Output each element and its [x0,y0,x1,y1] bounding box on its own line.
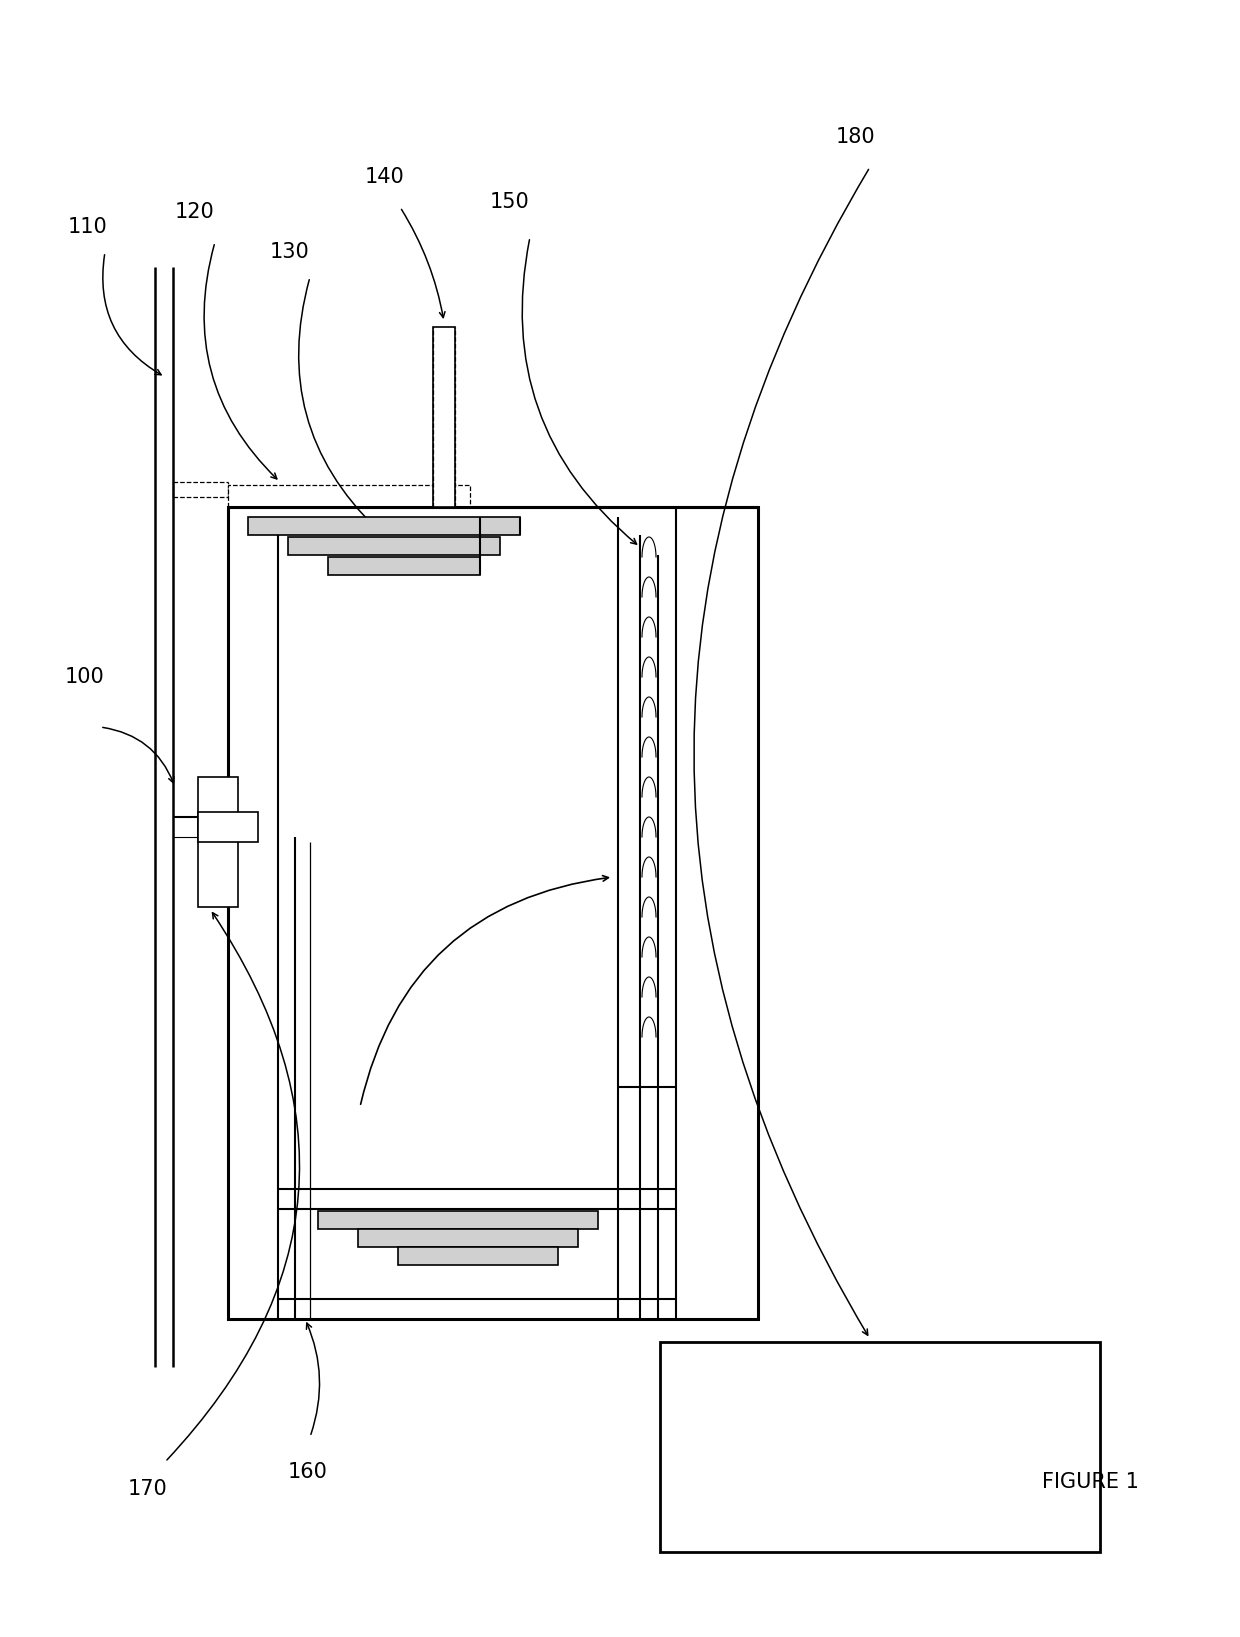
Bar [433,327,455,507]
Bar [317,1211,598,1229]
Bar [248,517,520,535]
Bar [228,485,470,507]
Text: 130: 130 [270,242,310,262]
Bar [198,812,258,841]
Text: 120: 120 [175,201,215,223]
Text: FIGURE 1: FIGURE 1 [1042,1472,1138,1491]
Text: 150: 150 [490,192,529,213]
Bar [288,537,500,555]
Bar [358,1229,578,1247]
Bar [398,1247,558,1265]
Bar [329,557,480,575]
Text: 160: 160 [288,1462,327,1481]
Bar [660,1342,1100,1552]
Text: 140: 140 [365,167,405,187]
Text: 170: 170 [128,1478,167,1499]
Text: 100: 100 [66,666,105,688]
Text: 110: 110 [68,218,108,237]
Bar [198,778,238,907]
Bar [228,507,758,1319]
Text: 180: 180 [836,128,874,147]
